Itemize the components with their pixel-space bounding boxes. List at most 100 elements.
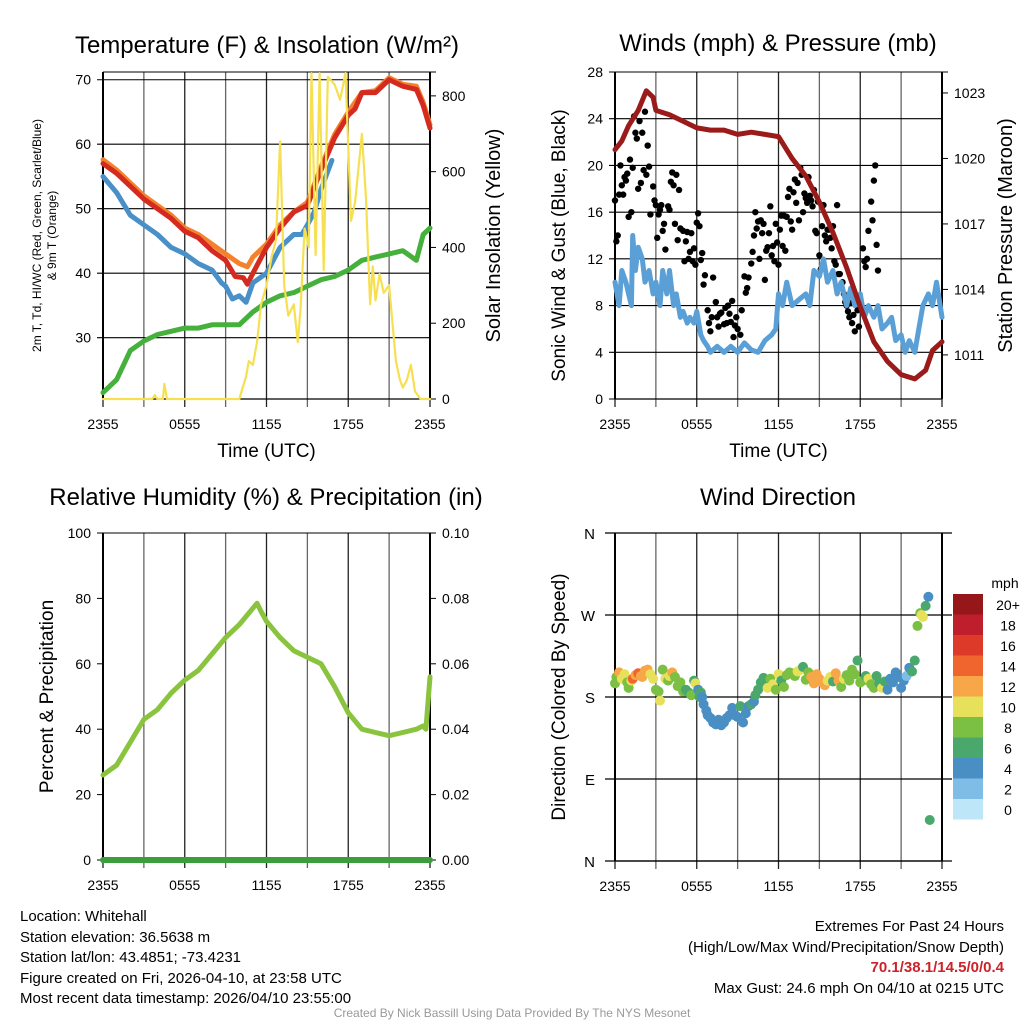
series-sonic-wind [612, 233, 945, 355]
wind-direction-point [619, 669, 630, 680]
y-right-tick-label: 0 [442, 391, 450, 407]
y-axis-label: Percent & Precipitation [37, 600, 58, 793]
wind-direction-point [653, 686, 664, 697]
gust-point [624, 170, 631, 177]
colorbar-label: 2 [1004, 782, 1012, 798]
gust-point [874, 267, 882, 274]
colorbar-swatch [953, 696, 983, 717]
gust-point [768, 252, 775, 259]
x-tick-label: 0555 [681, 416, 712, 432]
x-tick-label: 2355 [599, 878, 630, 894]
colorbar-label: 12 [1000, 679, 1016, 695]
gust-point [753, 225, 760, 232]
gust-point [660, 220, 668, 228]
gust-point [670, 182, 677, 189]
gust-point [867, 198, 875, 205]
y-tick-label: 28 [587, 64, 603, 80]
gust-point [873, 241, 880, 249]
gust-point [617, 162, 624, 169]
gust-point [708, 314, 715, 321]
gust-point [758, 229, 766, 237]
wind-direction-point [738, 717, 749, 728]
gust-point [748, 260, 755, 267]
gust-point [863, 255, 871, 263]
wind-direction-point [920, 600, 931, 611]
wind-direction-point [924, 815, 935, 825]
gust-point [718, 309, 725, 316]
gust-point [658, 201, 665, 209]
y-tick-label: 0 [83, 852, 91, 868]
gust-point [859, 245, 867, 252]
gust-point [848, 319, 856, 327]
gust-point [654, 234, 661, 242]
y-right-axis-label: Solar Insolation (Yellow) [483, 129, 505, 343]
y-tick-label: 16 [587, 204, 603, 220]
gust-point [869, 217, 876, 224]
series-2m-t [100, 77, 433, 287]
y-right-tick-label: 200 [442, 315, 466, 331]
colorbar-swatch [953, 676, 983, 697]
panel-temperature [97, 71, 436, 407]
gust-point [750, 232, 758, 239]
y-axis-label: & 9m T (Orange) [45, 191, 59, 281]
wind-direction-point [882, 684, 893, 695]
gust-point [776, 226, 784, 233]
gust-point [728, 297, 736, 305]
gust-point [809, 203, 816, 210]
gust-point [632, 129, 639, 136]
extremes-values: 70.1/38.1/14.5/0/0.4 [870, 959, 1004, 976]
gust-point [724, 302, 732, 309]
colorbar-swatch [953, 717, 983, 738]
gust-point [715, 323, 722, 330]
wind-direction-point [735, 701, 746, 712]
gust-point [613, 238, 620, 245]
series-relative-humidity [100, 600, 433, 778]
extremes-subtitle: (High/Low/Max Wind/Precipitation/Snow De… [688, 938, 1004, 956]
colorbar-label: 18 [1000, 618, 1016, 634]
colorbar-label: 10 [1000, 700, 1016, 716]
colorbar-swatch [953, 758, 983, 779]
gust-point [779, 242, 786, 250]
chart-title: Relative Humidity (%) & Precipitation (i… [49, 484, 482, 511]
y-right-tick-label: 800 [442, 88, 466, 104]
y-tick-label: 40 [75, 721, 91, 737]
gust-point [699, 249, 706, 257]
wind-direction-point [907, 666, 918, 677]
gust-point [633, 135, 640, 142]
station-info: Location: Whitehall Station elevation: 3… [20, 907, 351, 1010]
x-tick-label: 1155 [763, 416, 793, 432]
colorbar-label: 6 [1004, 741, 1012, 757]
x-tick-label: 1755 [333, 877, 364, 893]
wind-direction-point [923, 591, 934, 602]
gust-point [640, 166, 647, 174]
y-right-tick-label: 1014 [954, 281, 985, 297]
colorbar-swatch [953, 799, 983, 820]
y-tick-label: 60 [75, 656, 91, 672]
panel-wind_direction [605, 532, 983, 869]
gust-point [643, 171, 650, 178]
y-tick-label: 70 [75, 72, 91, 88]
credit-text: Created By Nick Bassill Using Data Provi… [333, 1006, 691, 1020]
series-station-pressure [612, 88, 945, 382]
series-solar [101, 72, 432, 401]
gust-point [787, 218, 794, 225]
x-tick-label: 1155 [763, 878, 793, 894]
y-tick-label: 30 [75, 330, 91, 346]
gust-point [737, 331, 744, 338]
colorbar-swatch [953, 737, 983, 758]
y-tick-label: E [585, 772, 595, 789]
gust-point [644, 142, 651, 149]
gust-point [783, 213, 790, 221]
gust-point [622, 177, 630, 184]
gust-point [625, 213, 632, 221]
wind-direction-point [648, 673, 659, 684]
series-hi-wc [100, 157, 335, 305]
chart-title: Winds (mph) & Pressure (mb) [619, 30, 936, 57]
y-tick-label: 20 [75, 787, 91, 803]
y-tick-label: W [581, 608, 596, 625]
gust-point [850, 311, 857, 319]
chart-title: Wind Direction [700, 484, 856, 511]
gust-point [649, 183, 657, 190]
colorbar-swatch [953, 614, 983, 635]
